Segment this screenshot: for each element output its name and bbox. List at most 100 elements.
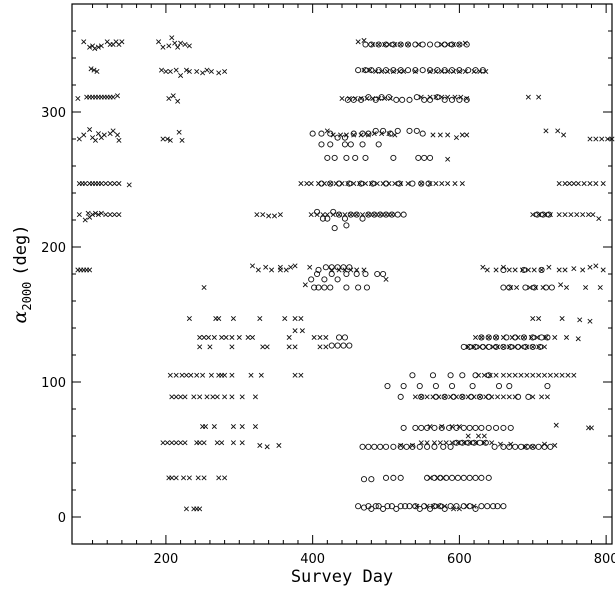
data-point-circle (459, 393, 466, 400)
data-point-cross (544, 394, 550, 400)
data-point-circle (495, 382, 503, 390)
data-point-cross (362, 181, 368, 187)
data-point-circle (485, 343, 492, 350)
data-point-cross (167, 137, 173, 143)
data-point-cross (541, 212, 548, 218)
data-point-circle (334, 276, 341, 283)
data-point-circle (484, 503, 491, 510)
data-point-circle (355, 67, 362, 74)
data-point-cross (559, 372, 565, 378)
data-point-circle (362, 41, 369, 48)
data-point-cross (464, 95, 470, 102)
data-point-circle (415, 154, 422, 161)
data-point-circle (537, 343, 544, 350)
data-point-circle (449, 41, 456, 48)
data-point-circle (507, 424, 514, 431)
data-point-circle (503, 334, 510, 341)
data-point-cross (208, 372, 214, 378)
data-point-circle (404, 67, 412, 74)
data-point-cross (563, 284, 570, 291)
data-point-circle (482, 439, 489, 446)
data-point-circle (322, 264, 329, 271)
data-point-cross (81, 39, 87, 45)
data-point-circle (424, 474, 431, 481)
data-point-cross (521, 334, 527, 340)
data-point-cross (292, 316, 298, 322)
data-point-circle (463, 96, 470, 103)
data-point-cross (298, 372, 304, 378)
data-point-cross (203, 424, 209, 430)
data-point-circle (416, 382, 423, 390)
data-point-cross (298, 316, 304, 322)
data-point-cross (379, 131, 385, 137)
data-point-cross (418, 181, 424, 187)
data-point-circle (460, 424, 467, 431)
data-point-circle (500, 424, 507, 431)
data-point-cross (92, 210, 98, 216)
data-point-cross (536, 212, 542, 218)
data-point-cross (169, 394, 175, 400)
data-point-cross (556, 267, 562, 273)
data-point-cross (495, 344, 501, 350)
data-point-cross (361, 67, 367, 73)
data-point-cross (183, 67, 189, 73)
data-point-circle (523, 443, 530, 450)
data-point-cross (298, 181, 304, 187)
data-point-circle (494, 503, 501, 510)
data-point-circle (454, 474, 461, 481)
data-point-cross (462, 68, 468, 75)
data-point-cross (600, 267, 606, 273)
data-point-circle (431, 503, 438, 510)
data-point-circle (402, 503, 409, 510)
data-point-cross (160, 136, 166, 142)
data-point-cross (365, 212, 371, 218)
data-point-circle (441, 393, 448, 400)
data-point-circle (359, 141, 366, 148)
data-point-cross (543, 334, 549, 340)
data-point-cross (518, 372, 524, 378)
data-point-cross (186, 475, 192, 481)
data-point-circle (522, 343, 529, 350)
data-point-cross (553, 372, 559, 378)
data-point-cross (173, 440, 179, 446)
data-point-cross (465, 344, 471, 350)
data-point-cross (445, 156, 451, 162)
data-point-circle (393, 96, 400, 103)
data-point-cross (524, 344, 530, 350)
data-point-cross (166, 43, 172, 49)
data-point-cross (367, 67, 373, 73)
data-point-cross (412, 394, 418, 400)
data-point-circle (359, 130, 366, 137)
data-point-cross (248, 372, 254, 378)
data-point-circle (372, 96, 379, 103)
data-point-circle (534, 211, 541, 218)
data-point-circle (476, 393, 483, 400)
data-point-circle (327, 141, 334, 148)
data-point-circle (460, 503, 467, 510)
data-point-circle (493, 424, 500, 431)
data-point-cross (266, 213, 272, 219)
data-point-cross (112, 212, 118, 218)
data-point-cross (527, 284, 533, 291)
data-point-circle (324, 215, 331, 222)
data-point-cross (308, 212, 314, 218)
data-point-cross (405, 41, 411, 48)
data-point-cross (173, 394, 179, 400)
data-point-circle (419, 67, 426, 74)
data-point-circle (418, 393, 425, 400)
data-point-circle (347, 211, 354, 218)
data-point-circle (522, 284, 529, 291)
data-point-cross (114, 132, 121, 138)
data-point-cross (210, 394, 216, 400)
data-point-circle (485, 334, 492, 341)
data-point-circle (318, 130, 325, 137)
data-point-circle (321, 284, 328, 291)
data-point-cross (308, 181, 314, 187)
data-point-cross (110, 128, 116, 134)
data-point-cross (587, 264, 593, 270)
data-point-cross (95, 131, 101, 137)
data-point-circle (331, 154, 338, 161)
x-tick-label: 200 (153, 552, 178, 567)
data-point-cross (239, 424, 245, 430)
data-point-cross (412, 68, 418, 75)
